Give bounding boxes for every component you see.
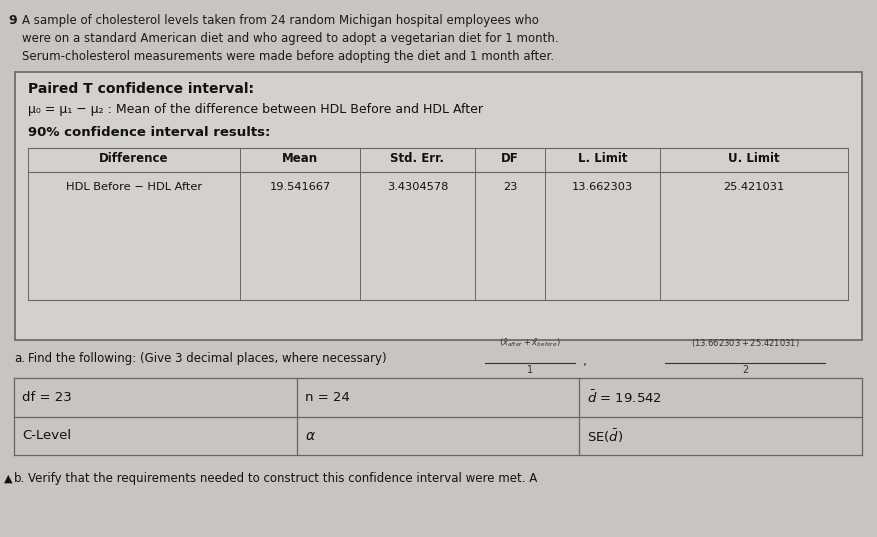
Text: 3.4304578: 3.4304578 bbox=[387, 182, 448, 192]
Text: 9: 9 bbox=[8, 14, 17, 27]
Text: $(13.662303 + 25.421031)$: $(13.662303 + 25.421031)$ bbox=[691, 337, 799, 349]
Text: df = 23: df = 23 bbox=[22, 391, 72, 404]
Text: were on a standard American diet and who agreed to adopt a vegetarian diet for 1: were on a standard American diet and who… bbox=[22, 32, 559, 45]
Bar bbox=[15, 72, 862, 340]
Text: 23: 23 bbox=[503, 182, 517, 192]
Text: $(\bar{x}_{after} + \bar{x}_{before})$: $(\bar{x}_{after} + \bar{x}_{before})$ bbox=[499, 337, 560, 349]
Text: ▲: ▲ bbox=[4, 474, 12, 484]
Text: U. Limit: U. Limit bbox=[728, 152, 780, 165]
Text: μ₀ = μ₁ − μ₂ : Mean of the difference between HDL Before and HDL After: μ₀ = μ₁ − μ₂ : Mean of the difference be… bbox=[28, 103, 483, 116]
Text: A sample of cholesterol levels taken from 24 random Michigan hospital employees : A sample of cholesterol levels taken fro… bbox=[22, 14, 538, 27]
Text: Verify that the requirements needed to construct this confidence interval were m: Verify that the requirements needed to c… bbox=[28, 472, 538, 485]
Text: DF: DF bbox=[501, 152, 519, 165]
Text: $\alpha$: $\alpha$ bbox=[304, 429, 316, 442]
Text: Difference: Difference bbox=[99, 152, 168, 165]
Text: Std. Err.: Std. Err. bbox=[390, 152, 445, 165]
Text: 90% confidence interval results:: 90% confidence interval results: bbox=[28, 126, 270, 139]
Text: $\bar{d}$ = 19.542: $\bar{d}$ = 19.542 bbox=[588, 389, 662, 405]
Text: SE($\bar{d}$): SE($\bar{d}$) bbox=[588, 427, 624, 445]
Text: 19.541667: 19.541667 bbox=[269, 182, 331, 192]
Text: 2: 2 bbox=[742, 365, 748, 375]
Text: Serum-cholesterol measurements were made before adopting the diet and 1 month af: Serum-cholesterol measurements were made… bbox=[22, 50, 554, 63]
Text: C-Level: C-Level bbox=[22, 429, 71, 442]
Text: b.: b. bbox=[14, 472, 25, 485]
Text: L. Limit: L. Limit bbox=[578, 152, 627, 165]
Text: ,: , bbox=[583, 354, 587, 367]
Text: a.: a. bbox=[14, 352, 25, 365]
Text: 1: 1 bbox=[527, 365, 533, 375]
Text: 13.662303: 13.662303 bbox=[572, 182, 633, 192]
Text: n = 24: n = 24 bbox=[304, 391, 350, 404]
Text: 25.421031: 25.421031 bbox=[724, 182, 785, 192]
Text: Paired T confidence interval:: Paired T confidence interval: bbox=[28, 82, 254, 96]
Text: Find the following: (Give 3 decimal places, where necessary): Find the following: (Give 3 decimal plac… bbox=[28, 352, 387, 365]
Text: HDL Before − HDL After: HDL Before − HDL After bbox=[66, 182, 202, 192]
Text: Mean: Mean bbox=[282, 152, 318, 165]
